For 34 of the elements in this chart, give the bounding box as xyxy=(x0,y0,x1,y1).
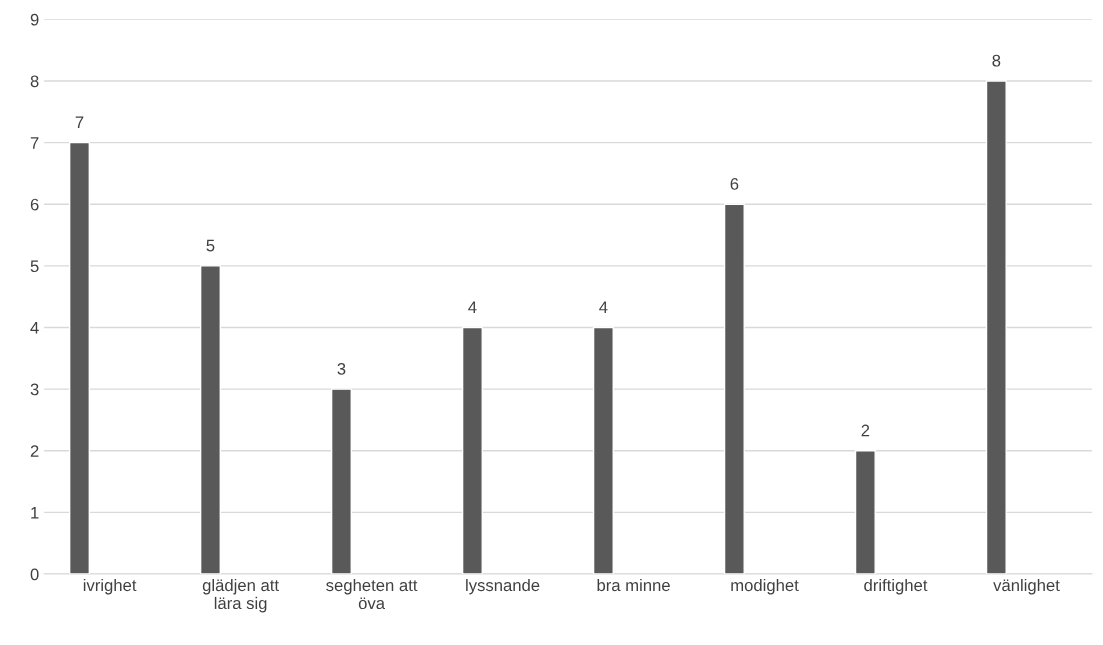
bar xyxy=(985,80,1007,575)
y-tick-label: 1 xyxy=(31,506,39,519)
bar xyxy=(854,450,876,575)
x-tick-label: ivrighet xyxy=(83,578,137,595)
data-label: 3 xyxy=(337,362,346,375)
x-tick-label: glädjen att lära sig xyxy=(202,578,279,613)
y-tick-label: 3 xyxy=(30,383,39,396)
y-tick-label: 2 xyxy=(30,445,39,457)
x-tick-label: segheten att öva xyxy=(326,578,418,610)
y-tick-label: 4 xyxy=(30,322,39,334)
y-tick-label: 9 xyxy=(30,13,39,26)
x-tick-label: lyssnande xyxy=(466,578,540,595)
data-label: 2 xyxy=(861,424,870,437)
y-tick-label: 6 xyxy=(30,198,39,211)
data-label: 6 xyxy=(730,178,739,190)
data-label: 5 xyxy=(206,239,215,252)
bar xyxy=(330,388,352,575)
bar xyxy=(461,326,483,575)
x-tick-label: vänlighet xyxy=(993,578,1060,595)
x-tick-label: bra minne xyxy=(597,578,670,592)
bar xyxy=(199,265,221,575)
data-label: 4 xyxy=(468,301,477,313)
y-tick-label: 7 xyxy=(30,137,39,149)
data-label: 7 xyxy=(75,116,84,129)
y-tick-label: 5 xyxy=(30,260,39,273)
bar xyxy=(68,141,91,575)
y-tick-label: 0 xyxy=(30,568,39,581)
data-label: 8 xyxy=(992,54,1001,67)
bar xyxy=(592,326,614,575)
data-label: 4 xyxy=(599,301,608,313)
y-tick-label: 8 xyxy=(30,75,39,88)
bar xyxy=(723,203,745,575)
x-tick-label: driftighet xyxy=(864,578,928,595)
x-tick-label: modighet xyxy=(731,578,799,595)
